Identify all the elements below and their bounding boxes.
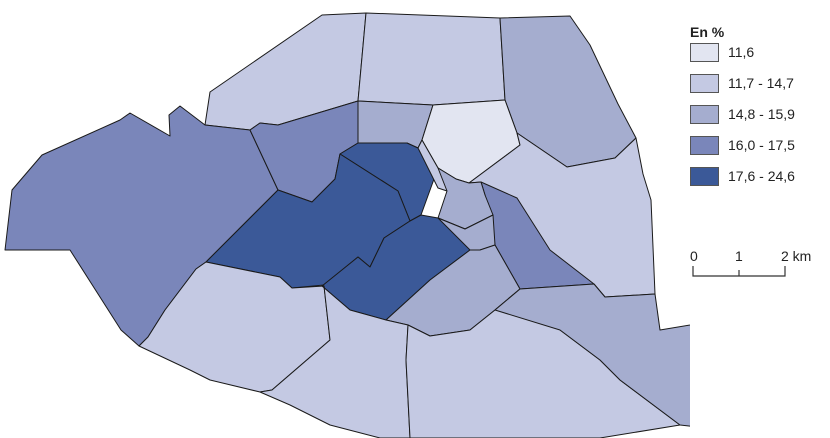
legend-label: 11,7 - 14,7 [728, 75, 794, 91]
arrondissement-14 [259, 285, 411, 438]
scale-line [692, 266, 786, 277]
legend-label: 14,8 - 15,9 [728, 106, 795, 122]
legend-items: 11,6 11,7 - 14,7 14,8 - 15,9 16,0 - 17,5 17,… [690, 42, 830, 197]
arrondissement-polygons [4, 12, 690, 438]
scale-tick-label: 0 [690, 248, 698, 264]
legend-item: 14,8 - 15,9 [690, 104, 830, 135]
legend-swatch [690, 136, 719, 155]
paris-arrondissements-map [4, 12, 690, 438]
legend-item: 11,6 [690, 42, 830, 73]
legend-label: 16,0 - 17,5 [728, 137, 795, 153]
legend-label: 17,6 - 24,6 [728, 168, 795, 184]
scale-tick-label: 1 [735, 248, 743, 264]
legend-swatch [690, 105, 719, 124]
legend-swatch [690, 74, 719, 93]
legend-title: En % [690, 24, 725, 40]
arrondissement-3 [437, 167, 494, 230]
legend-item: 16,0 - 17,5 [690, 135, 830, 166]
arrondissement-18 [357, 12, 506, 106]
legend-item: 11,7 - 14,7 [690, 73, 830, 104]
scale-bar: 0 1 2 km [690, 248, 830, 288]
legend-swatch [690, 43, 719, 62]
legend-item: 17,6 - 24,6 [690, 166, 830, 197]
scale-tick-label: 2 km [781, 248, 812, 264]
arrondissement-12 [494, 283, 690, 427]
map-legend: En % 11,6 11,7 - 14,7 14,8 - 15,9 16,0 - 17… [690, 22, 830, 197]
legend-swatch [690, 167, 719, 186]
legend-label: 11,6 [728, 44, 755, 60]
